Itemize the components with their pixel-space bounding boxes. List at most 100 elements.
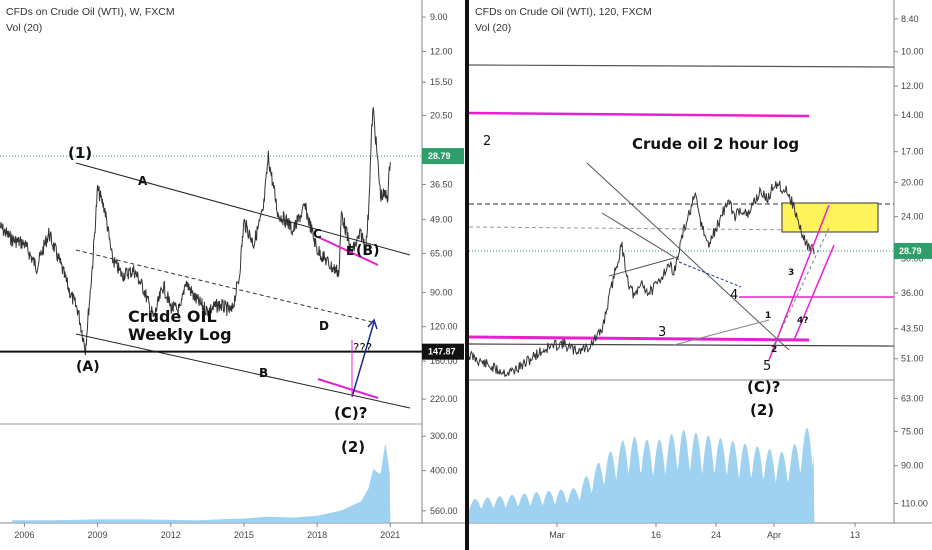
weekly-y-tick-label: 65.00: [430, 248, 453, 258]
two-hour-wedge-upper: [601, 212, 680, 261]
weekly-y-tick-label: 20.50: [430, 110, 453, 120]
label-B: B: [259, 366, 268, 380]
weekly-x-tick-label: 2009: [88, 530, 108, 540]
subwave-3-label: 3: [788, 268, 794, 278]
weekly-y-axis-bg: [422, 0, 465, 550]
two-hour-y-tick-label: 24.00: [901, 212, 924, 222]
two-hour-magenta-channel-1: [768, 204, 830, 361]
subwave-4-label: 4?: [797, 316, 808, 326]
two-hour-y-tick-label: 36.00: [901, 288, 924, 298]
subwave-1-label: 1: [765, 311, 771, 321]
wave-3-label: 3: [658, 325, 666, 340]
weekly-y-tick-label: 49.00: [430, 215, 453, 225]
weekly-channel-upper: [75, 162, 411, 256]
wave-2-label-right: (2): [750, 401, 774, 419]
two-hour-y-tick-label: 8.40: [901, 14, 919, 24]
weekly-x-tick-label: 2006: [14, 530, 34, 540]
wave-1-label: (1): [68, 144, 92, 162]
weekly-x-tick-label: 2015: [234, 530, 254, 540]
weekly-y-tick-label: 12.00: [430, 46, 453, 56]
wave-2-label: (2): [341, 438, 365, 456]
subwave-2-label: 2: [771, 345, 777, 355]
two-hour-chart-svg: 110.0090.0075.0063.0051.0043.5036.0030.0…: [469, 0, 932, 540]
weekly-magenta-upper: [317, 236, 379, 266]
label-A: A: [138, 174, 148, 188]
weekly-chart-panel[interactable]: 560.00 400.00 300.00 220.00 160.00 120.00 90.0…: [0, 0, 465, 550]
two-hour-chart-header: CFDs on Crude Oil (WTI), 120, FXCM Vol (…: [475, 4, 652, 36]
weekly-y-tick-label: 9.00: [430, 12, 448, 22]
two-hour-y-tick-label: 63.00: [901, 393, 924, 403]
two-hour-target-zone: [781, 202, 879, 233]
weekly-y-tick-label: 560.00: [430, 506, 458, 516]
weekly-magenta-lower: [317, 378, 379, 399]
two-hour-y-tick-label: 14.00: [901, 110, 924, 120]
weekly-last-tag: [422, 148, 464, 165]
two-hour-x-tick-label: 13: [850, 530, 860, 540]
two-hour-last-tag: [894, 242, 932, 259]
two-hour-black-support: [469, 343, 895, 347]
wave-4-label: 4: [730, 288, 738, 303]
two-hour-y-tick-label: 90.00: [901, 461, 924, 471]
weekly-high-tag-text: 147.87: [428, 347, 456, 357]
wave-5-label: 5: [763, 359, 771, 374]
label-C: C: [313, 227, 322, 241]
wave-A-label: (A): [76, 359, 100, 375]
two-hour-last-tag-text: 28.79: [899, 246, 922, 256]
two-hour-annotation-title: Crude oil 2 hour log: [632, 135, 799, 153]
wave-C-label: (C)?: [334, 404, 367, 422]
two-hour-y-tick-label: 110.00: [901, 498, 928, 508]
weekly-y-tick-label: 15.50: [430, 77, 453, 87]
two-hour-dashed-channel: [773, 227, 830, 346]
weekly-y-tick-label: 220.00: [430, 394, 458, 404]
weekly-chart-svg: 560.00 400.00 300.00 220.00 160.00 120.00 90.0…: [0, 0, 465, 550]
two-hour-base-line: [673, 319, 770, 346]
weekly-last-tag-text: 28.79: [428, 151, 451, 161]
wave-C-label-right: (C)?: [747, 378, 780, 396]
two-hour-x-tick-label: 16: [651, 530, 661, 540]
weekly-volume-area: [12, 445, 391, 523]
weekly-y-tick-label: 120.00: [430, 322, 458, 332]
weekly-annotation-title-1: Crude OIL: [128, 307, 217, 326]
two-hour-wedge-lower: [608, 257, 675, 277]
weekly-y-tick-label: 400.00: [430, 466, 458, 476]
two-hour-chart-title: CFDs on Crude Oil (WTI), 120, FXCM: [475, 6, 652, 18]
weekly-chart-indicator: Vol (20): [6, 22, 43, 34]
two-hour-x-tick-label: 24: [711, 530, 721, 540]
two-hour-chart-indicator: Vol (20): [475, 22, 512, 34]
two-hour-price-line: [469, 180, 815, 378]
weekly-arrowhead: [367, 318, 378, 330]
question-marks-label: ???: [353, 341, 372, 355]
weekly-x-tick-label: 2018: [307, 530, 327, 540]
two-hour-downtrend-line: [586, 162, 790, 351]
two-hour-y-tick-label: 51.00: [901, 354, 924, 364]
weekly-annotation-title-2: Weekly Log: [128, 325, 232, 344]
two-hour-magenta-channel-2: [793, 244, 835, 341]
label-D: D: [319, 319, 329, 333]
panel-divider[interactable]: [465, 0, 469, 550]
two-hour-ref-line-top: [469, 64, 895, 68]
two-hour-volume-area: [469, 427, 815, 523]
weekly-y-tick-label: 300.00: [430, 431, 458, 441]
two-hour-y-tick-label: 17.00: [901, 147, 924, 157]
wave-2-small-label: 2: [483, 134, 491, 149]
weekly-channel-mid: [75, 249, 373, 323]
weekly-chart-header: CFDs on Crude Oil (WTI), W, FXCM Vol (20…: [6, 4, 175, 36]
two-hour-y-tick-label: 10.00: [901, 47, 924, 57]
two-hour-x-tick-label: Apr: [767, 530, 781, 540]
two-hour-y-tick-label: 20.00: [901, 177, 924, 187]
weekly-x-tick-label: 2021: [380, 530, 400, 540]
weekly-price-line: [0, 107, 391, 356]
weekly-channel-lower: [75, 333, 411, 409]
two-hour-x-tick-label: Mar: [549, 530, 565, 540]
two-hour-blue-dash: [678, 261, 742, 288]
weekly-x-tick-label: 2012: [161, 530, 181, 540]
weekly-y-tick-label: 90.00: [430, 287, 453, 297]
two-hour-magenta-support: [469, 335, 810, 342]
weekly-y-tick-label: 160.00: [430, 356, 458, 366]
two-hour-chart-panel[interactable]: 110.0090.0075.0063.0051.0043.5036.0030.0…: [469, 0, 932, 550]
two-hour-y-tick-label: 43.50: [901, 324, 924, 334]
weekly-chart-title: CFDs on Crude Oil (WTI), W, FXCM: [6, 6, 175, 18]
two-hour-magenta-top: [469, 111, 810, 118]
weekly-projection-arrow: [351, 321, 375, 398]
weekly-high-tag: [422, 343, 464, 360]
